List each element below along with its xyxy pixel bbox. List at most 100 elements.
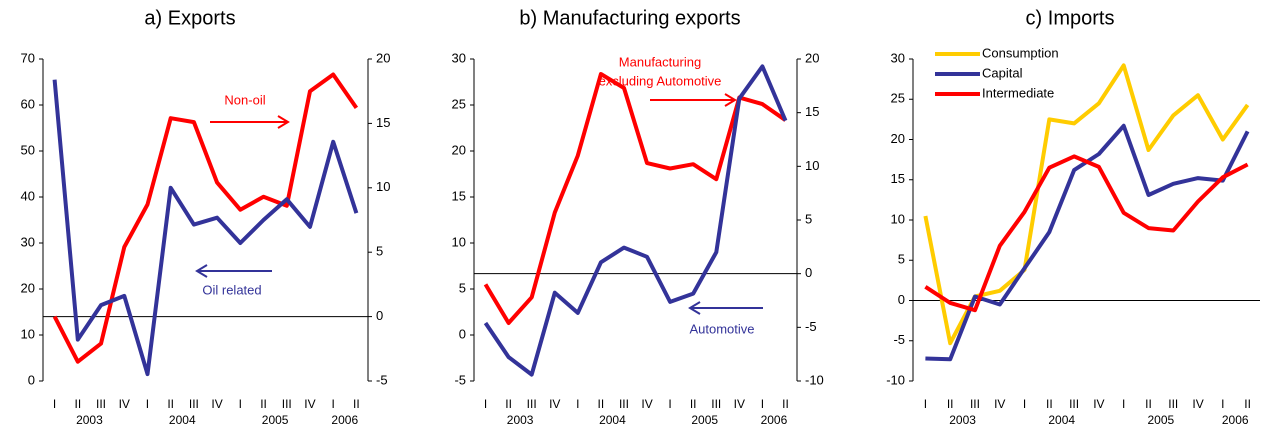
chart-title: c) Imports xyxy=(1026,7,1115,29)
x-tick-label: IV xyxy=(641,397,652,411)
x-tick-label: III xyxy=(619,397,629,411)
y2-tick-label: -10 xyxy=(805,372,824,387)
chart-title: b) Manufacturing exports xyxy=(519,7,740,29)
chart-title: a) Exports xyxy=(144,7,235,29)
y-tick-label: 20 xyxy=(891,131,905,146)
x-group-label: 2003 xyxy=(949,413,976,427)
y-tick-label: 20 xyxy=(452,142,466,157)
x-tick-label: II xyxy=(353,397,360,411)
x-group-label: 2006 xyxy=(1222,413,1249,427)
y-tick-label: 0 xyxy=(459,326,466,341)
y2-tick-label: 20 xyxy=(376,50,390,65)
y-tick-label: 60 xyxy=(21,96,35,111)
y-tick-label: 15 xyxy=(891,171,905,186)
x-group-label: 2005 xyxy=(262,413,289,427)
series-line xyxy=(52,79,359,377)
x-tick-label: I xyxy=(668,397,671,411)
y2-tick-label: 10 xyxy=(805,158,819,173)
annotation: Non-oil xyxy=(224,92,265,107)
legend-label: Capital xyxy=(982,65,1023,80)
y2-tick-label: 10 xyxy=(376,179,390,194)
x-tick-label: II xyxy=(947,397,954,411)
y-tick-label: 0 xyxy=(28,372,35,387)
x-tick-label: III xyxy=(1168,397,1178,411)
y-tick-label: 30 xyxy=(891,50,905,65)
y2-tick-label: -5 xyxy=(376,372,388,387)
annotation: Manufacturing xyxy=(619,54,701,69)
x-tick-label: I xyxy=(1122,397,1125,411)
y2-tick-label: 5 xyxy=(376,244,383,259)
x-tick-label: II xyxy=(167,397,174,411)
y-tick-label: 30 xyxy=(21,234,35,249)
x-group-label: 2005 xyxy=(691,413,718,427)
y-tick-label: 0 xyxy=(898,292,905,307)
x-tick-label: III xyxy=(711,397,721,411)
series-line xyxy=(483,72,787,325)
y-tick-label: 10 xyxy=(452,234,466,249)
y-tick-label: 20 xyxy=(21,280,35,295)
x-tick-label: II xyxy=(690,397,697,411)
y-tick-label: 25 xyxy=(452,96,466,111)
y-tick-label: -5 xyxy=(454,372,466,387)
x-tick-label: I xyxy=(146,397,149,411)
x-tick-label: III xyxy=(282,397,292,411)
x-tick-label: IV xyxy=(549,397,560,411)
y-tick-label: 70 xyxy=(21,50,35,65)
annotation-arrow xyxy=(210,115,290,129)
x-tick-label: I xyxy=(1023,397,1026,411)
legend-label: Consumption xyxy=(982,45,1059,60)
x-group-label: 2003 xyxy=(76,413,103,427)
y2-tick-label: 15 xyxy=(805,104,819,119)
x-tick-label: I xyxy=(239,397,242,411)
x-group-label: 2004 xyxy=(599,413,626,427)
y-tick-label: 25 xyxy=(891,91,905,106)
series-line xyxy=(52,72,359,364)
y-tick-label: 10 xyxy=(21,326,35,341)
x-tick-label: II xyxy=(260,397,267,411)
x-tick-label: IV xyxy=(994,397,1005,411)
y2-tick-label: 0 xyxy=(805,265,812,280)
x-tick-label: I xyxy=(332,397,335,411)
y2-tick-label: -5 xyxy=(805,319,817,334)
x-tick-label: II xyxy=(1244,397,1251,411)
x-tick-label: III xyxy=(189,397,199,411)
y-tick-label: -10 xyxy=(886,372,905,387)
x-tick-label: I xyxy=(1221,397,1224,411)
series-line xyxy=(483,64,788,377)
annotation: Automotive xyxy=(689,321,754,336)
x-group-label: 2005 xyxy=(1148,413,1175,427)
x-tick-label: IV xyxy=(119,397,130,411)
y2-tick-label: 5 xyxy=(805,211,812,226)
x-tick-label: IV xyxy=(734,397,745,411)
series-line xyxy=(924,154,1249,313)
annotation-arrow xyxy=(650,93,737,107)
x-tick-label: II xyxy=(782,397,789,411)
x-tick-label: II xyxy=(598,397,605,411)
x-tick-label: II xyxy=(505,397,512,411)
x-group-label: 2006 xyxy=(761,413,788,427)
y2-tick-label: 0 xyxy=(376,308,383,323)
annotation-arrow xyxy=(195,264,272,278)
y-tick-label: 10 xyxy=(891,211,905,226)
x-tick-label: I xyxy=(761,397,764,411)
y-tick-label: 40 xyxy=(21,188,35,203)
x-group-label: 2004 xyxy=(1048,413,1075,427)
x-group-label: 2003 xyxy=(507,413,534,427)
x-tick-label: IV xyxy=(211,397,222,411)
y-tick-label: 30 xyxy=(452,50,466,65)
annotation-arrow xyxy=(688,301,763,315)
y-tick-label: 5 xyxy=(459,280,466,295)
x-tick-label: III xyxy=(527,397,537,411)
x-group-label: 2004 xyxy=(169,413,196,427)
x-tick-label: III xyxy=(96,397,106,411)
x-tick-label: IV xyxy=(1093,397,1104,411)
legend-label: Intermediate xyxy=(982,85,1054,100)
x-tick-label: II xyxy=(1046,397,1053,411)
x-tick-label: I xyxy=(53,397,56,411)
x-tick-label: II xyxy=(1145,397,1152,411)
x-group-label: 2006 xyxy=(331,413,358,427)
x-tick-label: III xyxy=(970,397,980,411)
y-tick-label: 5 xyxy=(898,252,905,267)
y-tick-label: -5 xyxy=(893,332,905,347)
x-tick-label: IV xyxy=(1192,397,1203,411)
